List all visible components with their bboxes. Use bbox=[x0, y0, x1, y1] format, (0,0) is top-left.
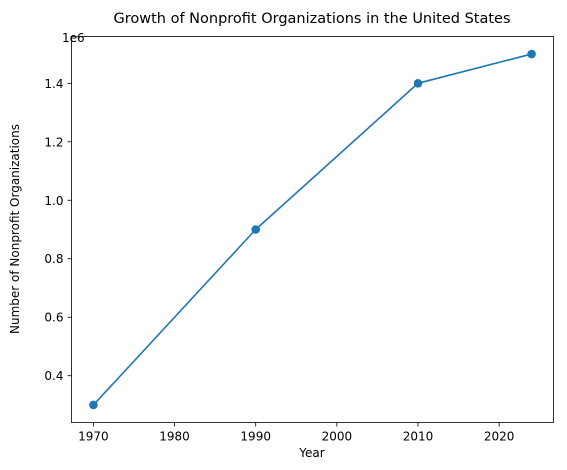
data-point bbox=[527, 49, 536, 59]
x-tick-label: 2010 bbox=[403, 430, 434, 444]
y-tick-label: 0.4 bbox=[44, 369, 63, 383]
y-tick-label: 1.2 bbox=[44, 135, 63, 149]
x-tick-label: 2020 bbox=[484, 430, 515, 444]
y-tick-label: 1.0 bbox=[44, 194, 63, 208]
chart-title: Growth of Nonprofit Organizations in the… bbox=[113, 11, 510, 27]
data-point bbox=[251, 225, 260, 234]
series-line bbox=[92, 53, 532, 406]
x-tick-label: 1990 bbox=[240, 430, 271, 444]
y-tick-label: 0.8 bbox=[44, 252, 63, 266]
y-tick-label: 0.6 bbox=[44, 311, 63, 325]
axis-ticks: 1970 1980 1990 2000 2010 2020 0.4 0.6 0.8 1.0 1.2 1… bbox=[44, 77, 514, 444]
x-tick-label: 1980 bbox=[159, 430, 190, 444]
plot-area-frame bbox=[71, 36, 554, 423]
data-point bbox=[413, 78, 423, 88]
data-point bbox=[89, 400, 98, 410]
data-series bbox=[89, 49, 536, 410]
y-axis-offset-text: 1e6 bbox=[62, 31, 85, 45]
x-tick-label: 1970 bbox=[78, 430, 109, 444]
y-axis-label: Number of Nonprofit Organizations bbox=[8, 124, 22, 334]
y-tick-label: 1.4 bbox=[44, 77, 63, 91]
x-tick-label: 2000 bbox=[322, 430, 353, 444]
x-axis-label: Year bbox=[298, 446, 324, 460]
